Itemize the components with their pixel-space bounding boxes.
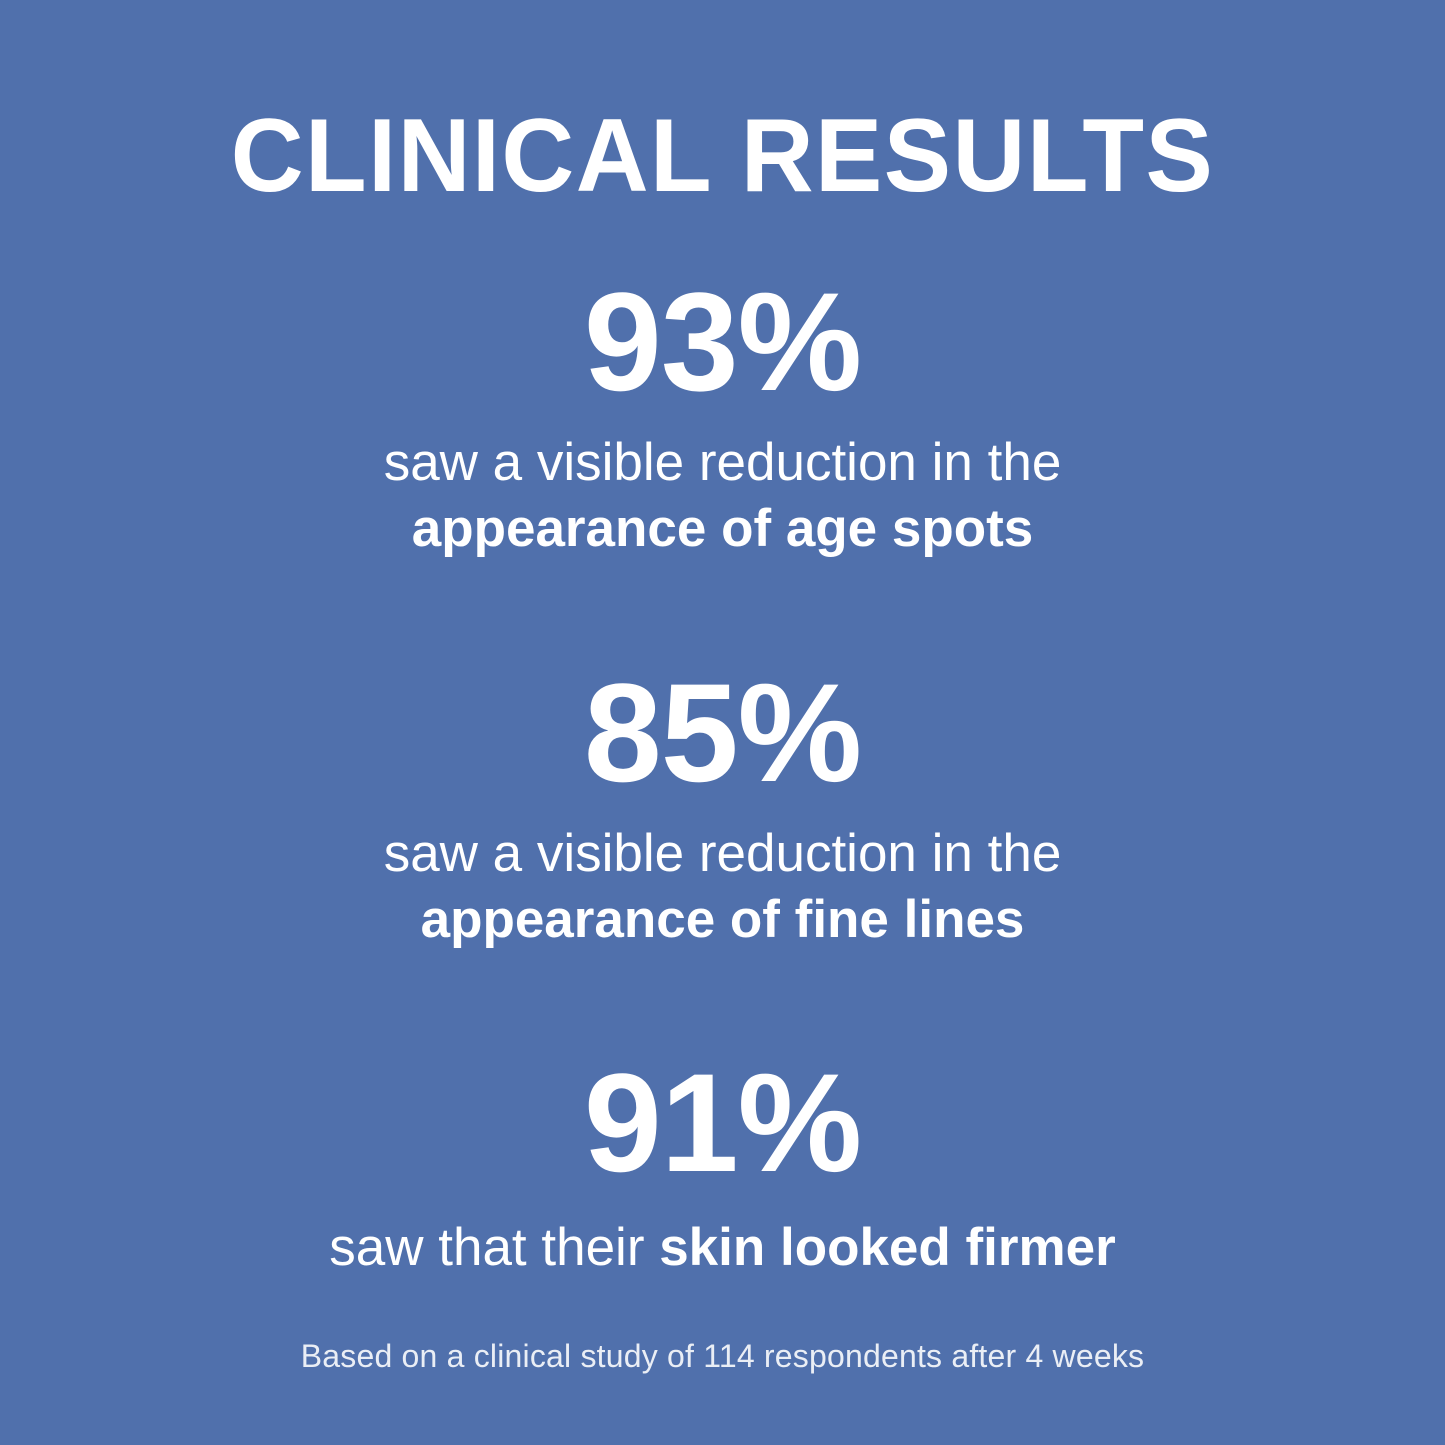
stat-block: 85% saw a visible reduction in the appea… [0, 653, 1445, 954]
stat-value: 91% [583, 1044, 862, 1201]
page-title: CLINICAL RESULTS [230, 98, 1215, 214]
stat-caption-emphasis: appearance of age spots [411, 499, 1034, 559]
stat-caption-lead: saw a visible reduction in the [383, 823, 1062, 883]
study-disclaimer: Based on a clinical study of 114 respond… [300, 1337, 1145, 1374]
stat-value: 85% [583, 653, 862, 811]
stat-block: 93% saw a visible reduction in the appea… [0, 272, 1445, 563]
stat-caption: saw that their skin looked firmer [173, 1215, 1273, 1281]
stats-list: 93% saw a visible reduction in the appea… [0, 272, 1445, 1281]
stat-value: 93% [583, 263, 862, 420]
stat-caption-emphasis: appearance of fine lines [420, 889, 1025, 949]
stat-caption: saw a visible reduction in the appearanc… [223, 821, 1223, 954]
stat-caption-lead: saw a visible reduction in the [383, 433, 1062, 492]
stat-caption-emphasis: skin looked firmer [659, 1218, 1116, 1277]
stat-caption-lead: saw that their [329, 1218, 660, 1277]
stat-caption: saw a visible reduction in the appearanc… [223, 430, 1223, 563]
stat-block: 91% saw that their skin looked firmer [0, 1053, 1445, 1281]
